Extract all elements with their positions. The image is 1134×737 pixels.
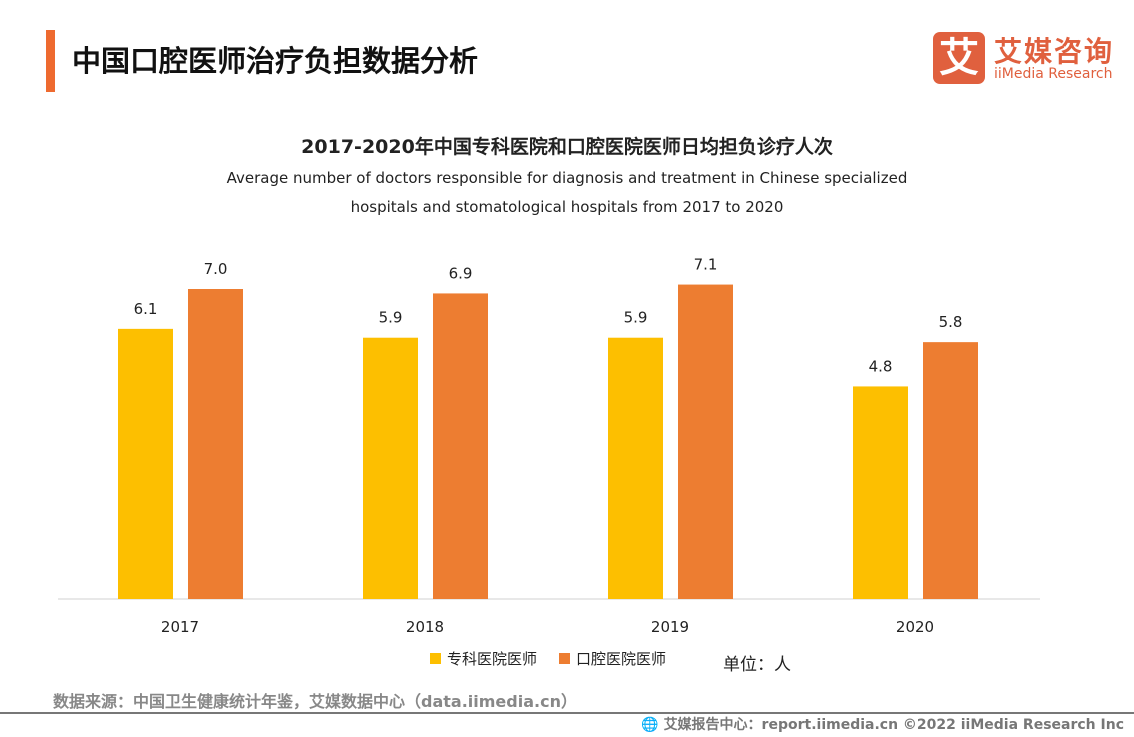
- chart-title: 2017-2020年中国专科医院和口腔医院医师日均担负诊疗人次: [301, 136, 833, 158]
- logo-cn: 艾媒咨询: [994, 35, 1115, 68]
- legend-label-0: 专科医院医师: [447, 650, 538, 668]
- bar: [853, 386, 908, 599]
- bar: [678, 284, 733, 599]
- x-tick-label: 2018: [406, 618, 444, 636]
- logo-icon: 艾: [933, 32, 985, 84]
- title-accent-bar: [46, 30, 55, 92]
- data-label: 7.1: [694, 256, 718, 274]
- legend-swatch-1: [559, 653, 571, 664]
- data-label: 5.8: [939, 313, 963, 331]
- legend-swatch-0: [430, 653, 441, 664]
- chart-subtitle-1: Average number of doctors responsible fo…: [226, 169, 908, 187]
- unit-label: 单位：人: [723, 655, 791, 675]
- x-tick-label: 2019: [651, 618, 689, 636]
- data-label: 7.0: [204, 260, 228, 278]
- data-label: 5.9: [624, 309, 648, 327]
- footer-copy: 艾媒报告中心：report.iimedia.cn ©2022 iiMedia R…: [663, 717, 1124, 733]
- bar-chart: 2017 6.1 7.0 2018 5.9 6.9 2019 5.9 7.1 2020 4.8 5.8: [58, 256, 1040, 636]
- bar: [363, 337, 418, 599]
- data-label: 6.9: [449, 264, 473, 282]
- footer-divider: [0, 712, 1134, 714]
- bar: [923, 342, 978, 599]
- x-tick-label: 2017: [161, 618, 199, 636]
- data-label: 6.1: [134, 300, 158, 318]
- chart-subtitle-2: hospitals and stomatological hospitals f…: [350, 198, 784, 216]
- bar: [188, 289, 243, 599]
- legend: 专科医院医师 口腔医院医师: [430, 648, 666, 669]
- source-note: 数据来源：中国卫生健康统计年鉴，艾媒数据中心（data.iimedia.cn）: [53, 692, 577, 711]
- bar: [608, 337, 663, 599]
- footer-text: 🌐 艾媒报告中心：report.iimedia.cn ©2022 iiMedia…: [641, 714, 1124, 734]
- data-label: 5.9: [379, 309, 403, 327]
- legend-label-1: 口腔医院医师: [576, 650, 667, 668]
- globe-icon: 🌐: [641, 717, 664, 733]
- logo-en: iiMedia Research: [994, 66, 1113, 82]
- page-title: 中国口腔医师治疗负担数据分析: [72, 44, 479, 78]
- bar: [433, 293, 488, 599]
- bar: [118, 328, 173, 599]
- x-tick-label: 2020: [896, 618, 934, 636]
- data-label: 4.8: [869, 357, 893, 375]
